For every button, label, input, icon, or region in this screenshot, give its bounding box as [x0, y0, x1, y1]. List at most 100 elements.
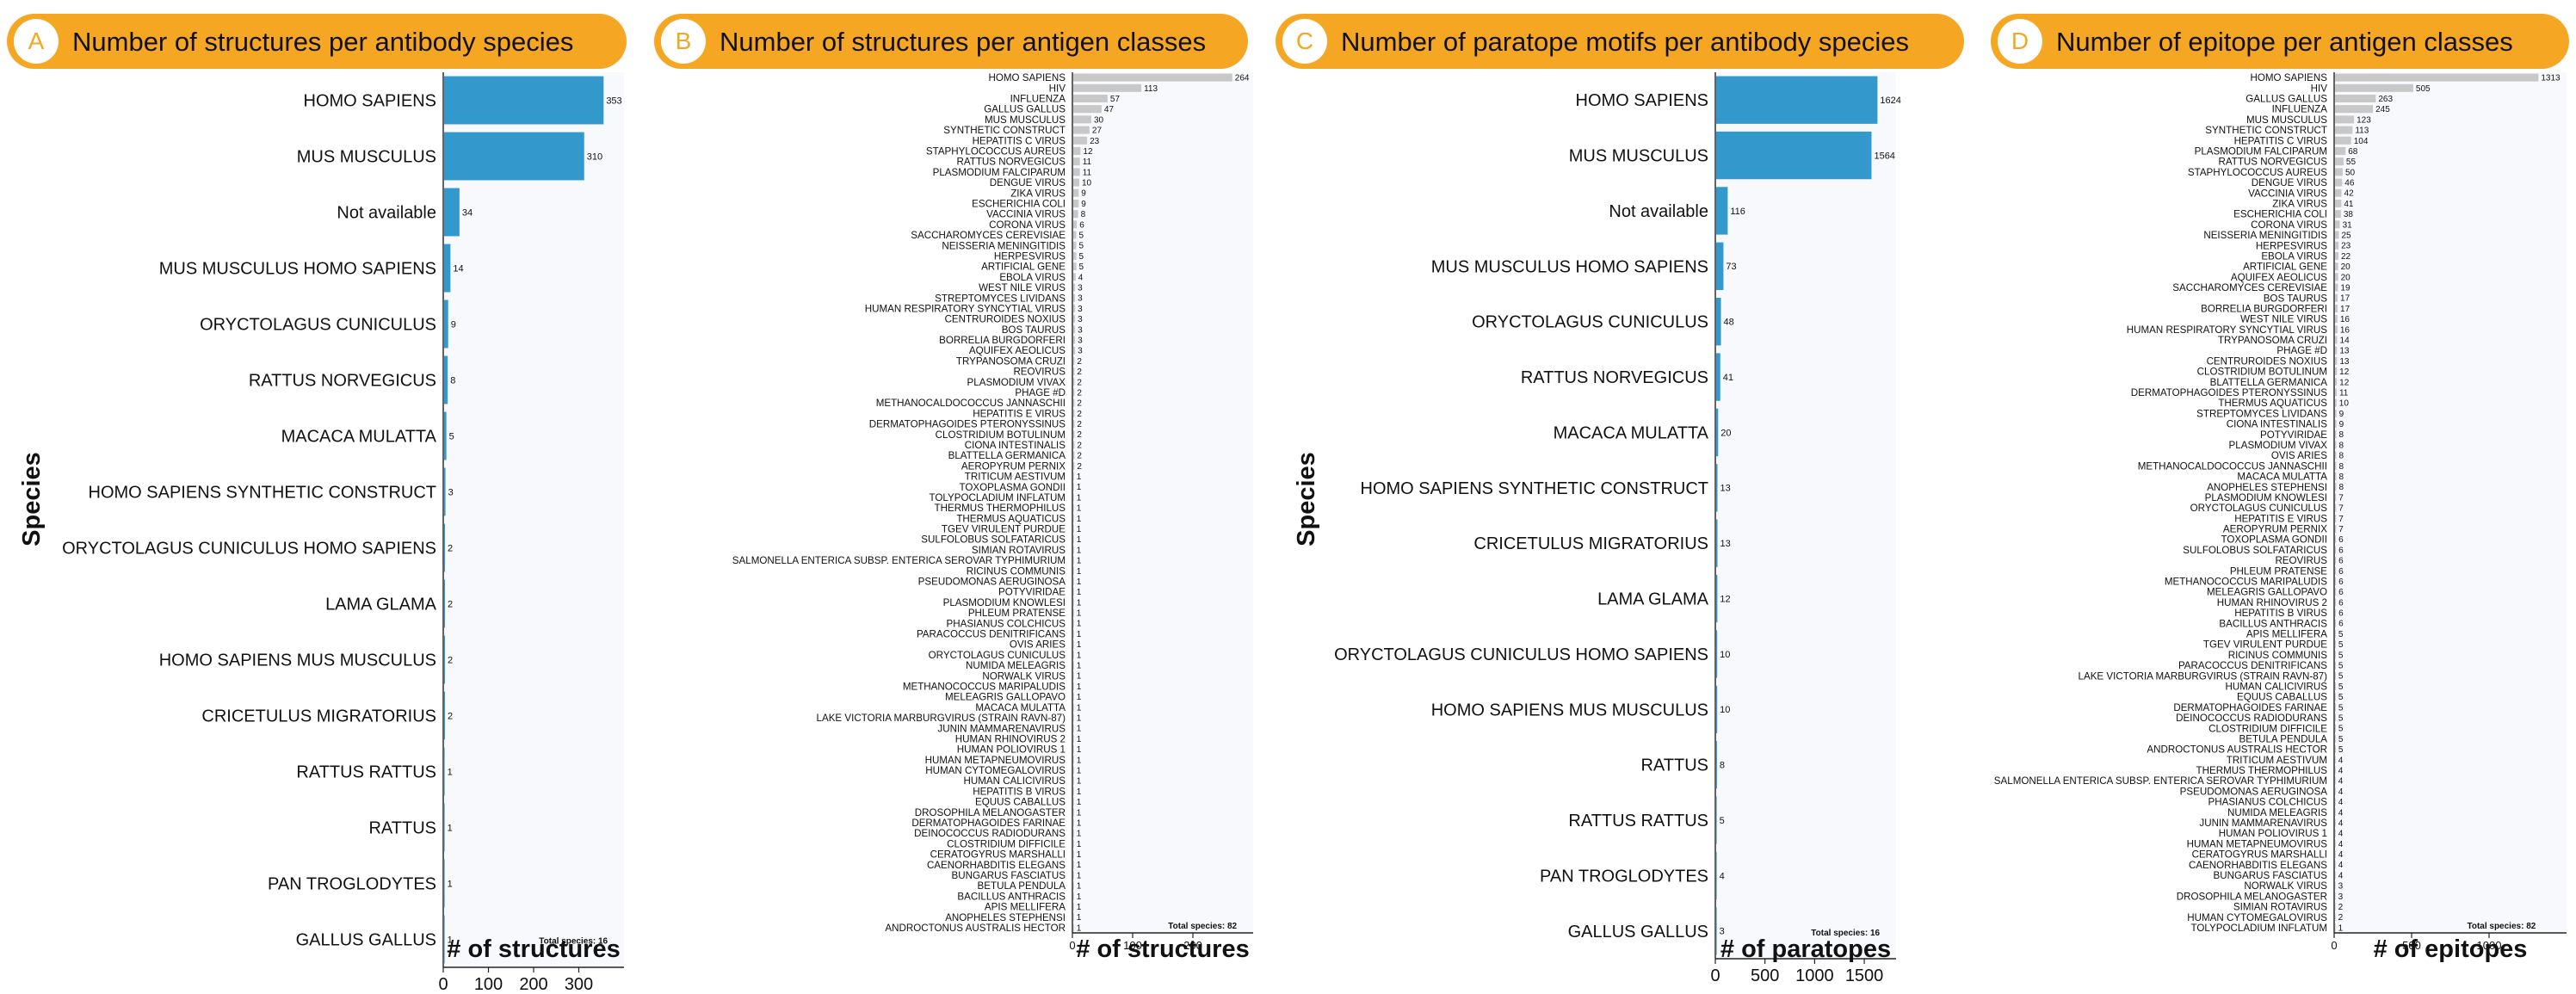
- bar: [2335, 83, 2413, 92]
- category-label: THERMUS AQUATICUS: [2218, 398, 2327, 409]
- value-label: 2: [1077, 378, 1082, 387]
- bar: [1073, 94, 1108, 102]
- bar: [2335, 231, 2339, 239]
- category-label: TRYPANOSOMA CRUZI: [2218, 335, 2327, 346]
- category-label: THERMUS AQUATICUS: [956, 513, 1066, 524]
- value-label: 5: [2338, 735, 2344, 744]
- bar: [1073, 903, 1074, 911]
- bar: [1073, 829, 1074, 837]
- value-label: 8: [2338, 483, 2344, 492]
- category-label: CRICETULUS MIGRATORIUS: [201, 707, 436, 726]
- category-label: APIS MELLIFERA: [2246, 628, 2327, 639]
- bar: [2335, 703, 2336, 712]
- category-label: DERMATOPHAGOIDES PTERONYSSINUS: [2131, 387, 2328, 398]
- value-label: 8: [450, 375, 455, 386]
- value-label: 8: [1081, 210, 1086, 219]
- bar: [1716, 519, 1718, 567]
- category-label: TOLYPOCLADIUM INFLATUM: [2191, 923, 2327, 934]
- category-label: THERMUS THERMOPHILUS: [2196, 765, 2328, 776]
- category-label: HOMO SAPIENS MUS MUSCULUS: [1431, 701, 1708, 719]
- panel-title: Number of epitope per antigen classes: [2056, 27, 2513, 57]
- x-tick-label: 0: [1710, 966, 1720, 985]
- bar: [1073, 566, 1074, 575]
- value-label: 23: [2341, 242, 2351, 251]
- bar: [1073, 388, 1075, 397]
- x-tick-label: 100: [474, 975, 503, 994]
- plot-area: [1072, 72, 1253, 933]
- category-label: HIV: [1049, 83, 1066, 94]
- category-label: BLATTELLA GERMANICA: [2210, 377, 2328, 388]
- value-label: 1: [1077, 504, 1082, 514]
- category-label: MUS MUSCULUS: [1569, 147, 1708, 166]
- value-label: 3: [1078, 284, 1083, 293]
- bar: [1716, 574, 1718, 623]
- x-tick-label: 300: [565, 975, 593, 994]
- bar: [2335, 493, 2337, 502]
- value-label: 12: [1720, 594, 1730, 604]
- bar: [444, 691, 446, 740]
- category-label: SALMONELLA ENTERICA SUBSP. ENTERICA SERO…: [732, 555, 1066, 566]
- category-label: MUS MUSCULUS: [985, 114, 1066, 126]
- category-label: THERMUS THERMOPHILUS: [935, 503, 1066, 514]
- bar: [2335, 420, 2337, 429]
- category-label: HERPESVIRUS: [2256, 240, 2327, 251]
- category-label: NUMIDA MELEAGRIS: [966, 660, 1066, 671]
- value-label: 123: [2357, 115, 2371, 125]
- bar: [2335, 661, 2336, 670]
- bar: [2335, 293, 2338, 302]
- value-label: 2: [448, 711, 453, 721]
- category-label: ORYCTOLAGUS CUNICULUS: [200, 316, 436, 335]
- bar: [1716, 796, 1717, 844]
- category-label: HERPESVIRUS: [994, 250, 1066, 262]
- category-label: BUNGARUS FASCIATUS: [2214, 870, 2328, 881]
- category-label: VACCINIA VIRUS: [2248, 188, 2327, 199]
- value-label: 5: [449, 431, 454, 441]
- value-label: 1: [1077, 535, 1082, 545]
- value-label: 25: [2342, 232, 2352, 241]
- bar: [2335, 367, 2338, 376]
- category-label: AEROPYRUM PERNIX: [961, 460, 1066, 472]
- x-tick-label: 500: [1751, 966, 1779, 985]
- value-label: 12: [2339, 367, 2350, 377]
- bar: [1716, 187, 1728, 235]
- value-label: 264: [1235, 74, 1250, 83]
- value-label: 9: [2339, 410, 2344, 419]
- bar: [1073, 146, 1081, 155]
- bar: [2335, 713, 2336, 722]
- total-note: Total species: 82: [2467, 922, 2536, 931]
- bar: [2335, 178, 2343, 187]
- category-label: RATTUS NORVEGICUS: [1521, 368, 1708, 387]
- value-label: 104: [2354, 137, 2369, 146]
- bar: [1073, 168, 1080, 176]
- category-label: METHANOCOCCUS MARIPALUDIS: [2165, 577, 2327, 588]
- category-label: SYNTHETIC CONSTRUCT: [943, 125, 1066, 136]
- value-label: 1: [1077, 871, 1082, 880]
- category-label: TOLYPOCLADIUM INFLATUM: [930, 492, 1066, 503]
- category-label: STREPTOMYCES LIVIDANS: [2196, 408, 2327, 419]
- category-label: HIV: [2311, 83, 2328, 94]
- bar: [1073, 136, 1088, 145]
- value-label: 1: [1077, 777, 1082, 787]
- bar: [1073, 220, 1078, 229]
- bar: [1073, 241, 1077, 250]
- plot-area: [443, 72, 624, 967]
- bar: [2335, 651, 2336, 659]
- category-label: NORWALK VIRUS: [982, 670, 1066, 682]
- category-label: HOMO SAPIENS: [2250, 72, 2327, 83]
- category-label: CENTRUROIDES NOXIUS: [945, 314, 1066, 325]
- bar: [2335, 693, 2336, 701]
- category-label: LAMA GLAMA: [325, 596, 437, 614]
- category-label: RICINUS COMMUNIS: [967, 565, 1066, 577]
- value-label: 1: [1077, 787, 1082, 797]
- bar: [1716, 131, 1872, 180]
- bar: [2335, 115, 2355, 124]
- category-label: EBOLA VIRUS: [999, 272, 1066, 283]
- value-label: 3: [1078, 305, 1083, 314]
- x-axis-title: # of epitopes: [2374, 935, 2528, 963]
- category-label: HUMAN RESPIRATORY SYNCYTIAL VIRUS: [865, 303, 1066, 314]
- value-label: 8: [2338, 430, 2344, 440]
- category-label: HEPATITIS B VIRUS: [973, 786, 1066, 797]
- x-tick-label: 200: [519, 975, 547, 994]
- category-label: HUMAN POLIOVIRUS 1: [957, 744, 1066, 756]
- value-label: 1: [1077, 598, 1082, 608]
